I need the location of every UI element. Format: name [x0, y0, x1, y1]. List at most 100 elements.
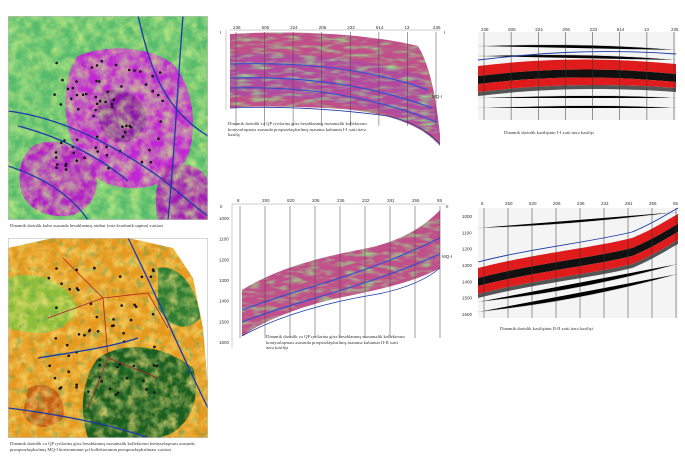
well-dot: [95, 135, 99, 139]
well-dot: [67, 370, 70, 373]
well-dot: [77, 333, 81, 336]
well-dot: [94, 108, 97, 112]
well-dot: [54, 337, 58, 340]
section-bl-well-label: 236: [337, 198, 345, 203]
well-dot: [96, 150, 99, 153]
section-tl-caption-line1: Dinamik dərinlik və QP ryrilərinə görə h…: [228, 121, 367, 126]
well-dot: [144, 83, 148, 86]
section-tr-well-label: 238: [481, 27, 489, 32]
well-dot: [55, 166, 58, 170]
section-bl-depth-tick: 1100: [219, 237, 229, 242]
section-tl-well-label: 224: [290, 26, 298, 30]
well-dot: [81, 93, 85, 97]
section-br-well-label: 620: [529, 201, 537, 206]
well-dot: [105, 145, 108, 149]
well-dot: [133, 303, 136, 307]
section-tr-well-label: 233: [590, 27, 598, 32]
forecast-map-caption-line1: Dinamik dərinlik və QP ryrilərinə görə h…: [10, 441, 195, 446]
well-dot: [55, 306, 58, 309]
well-dot: [89, 302, 93, 306]
well-dot: [90, 66, 94, 69]
well-dot: [120, 85, 123, 88]
section-bl-depth-tick: 1600: [219, 340, 230, 345]
well-dot: [140, 275, 144, 279]
well-dot: [64, 168, 68, 171]
section-tl-caption-line2: kontyurlaşması əsasında proqnozlaşdırılm…: [228, 126, 366, 132]
well-dot: [157, 137, 160, 140]
well-dot: [132, 364, 136, 368]
forecast-map: [8, 238, 208, 438]
well-dot: [158, 71, 162, 74]
well-dot: [59, 103, 63, 106]
well-dot: [118, 363, 122, 366]
porosity-section-i-i: I I 238 605 224 206 233 614 13 235 MQ-I: [220, 26, 445, 146]
section-br-depth-tick: 1100: [462, 230, 472, 235]
porosity-section-ii-ii-caption: Dinamik dərinlik və QP ryrilərinə görə h…: [266, 334, 466, 351]
section-bl-right-label: II: [446, 204, 449, 209]
section-tr-well-label: 206: [562, 27, 570, 32]
well-dot: [124, 130, 127, 134]
section-bl-caption-line2: kontyurlaşması əsasında proqnozlaşdırılm…: [266, 339, 398, 345]
well-dot: [83, 156, 86, 160]
well-dot: [145, 388, 148, 391]
well-dot: [125, 124, 128, 128]
well-dot: [157, 93, 160, 97]
well-dot: [128, 124, 131, 128]
well-dot: [155, 364, 158, 368]
section-bl-caption-line1: Dinamik dərinlik və QP ryrilərinə görə h…: [266, 334, 405, 339]
well-dot: [142, 379, 145, 382]
well-dot: [71, 86, 75, 90]
section-bl-horizon-label: MQ-I: [442, 254, 452, 259]
forecast-map-caption-line2: prosqnozlaşdırılmış MQ-I horizontunun şə…: [10, 446, 172, 452]
attribute-map: [8, 16, 208, 220]
section-bl-depth-tick: 1000: [219, 216, 230, 221]
forecast-map-caption: Dinamik dərinlik və QP ryrilərinə görə h…: [10, 441, 230, 452]
section-br-well-label: 236: [577, 201, 585, 206]
well-dot: [75, 287, 79, 290]
section-br-well-label: 55: [673, 201, 679, 206]
well-dot: [100, 59, 104, 63]
section-bl-caption-line3: üzrə kəsilişi: [266, 345, 289, 351]
section-tr-well-label: 224: [535, 27, 543, 32]
attribute-map-caption: Dinamik dərinlik kubu əsasında hesablanm…: [10, 223, 163, 228]
section-bl-well-label: 206: [312, 198, 320, 203]
well-dot: [112, 324, 115, 327]
seismic-section-ii-ii: 8 250 620 206 236 232 281 255 55 1000 1100 1200 130…: [462, 201, 679, 318]
well-dot: [72, 151, 76, 155]
section-br-depth-tick: 1500: [462, 296, 473, 301]
well-dot: [75, 159, 79, 162]
well-dot: [48, 364, 51, 367]
section-tl-well-label: 605: [262, 26, 270, 30]
section-tl-well-label: 238: [233, 26, 241, 30]
section-br-depth-tick: 1300: [462, 263, 473, 268]
well-dot: [53, 93, 56, 96]
well-dot: [159, 120, 162, 123]
section-tr-well-label: 13: [644, 27, 650, 32]
well-dot: [152, 364, 156, 367]
section-br-well-label: 232: [601, 201, 609, 206]
section-tl-well-label: 13: [404, 26, 410, 30]
section-tr-well-label: 605: [508, 27, 516, 32]
well-dot: [121, 125, 124, 128]
well-dot: [106, 90, 109, 94]
well-dot: [151, 89, 154, 93]
section-bl-depth-tick: 1400: [219, 299, 230, 304]
well-dot: [151, 75, 154, 78]
well-dot: [114, 63, 118, 67]
well-dot: [60, 282, 63, 285]
section-tl-left-label: I: [220, 30, 221, 35]
well-dot: [105, 153, 109, 157]
well-dot: [88, 329, 91, 333]
well-dot: [69, 97, 73, 101]
well-dot: [94, 95, 98, 99]
section-br-depth-tick: 1600: [462, 312, 473, 317]
well-dot: [149, 160, 153, 164]
well-dot: [75, 386, 78, 389]
well-dot: [121, 135, 125, 138]
well-dot: [133, 69, 136, 72]
well-dot: [151, 268, 155, 271]
well-dot: [114, 393, 118, 396]
well-dot: [153, 345, 156, 349]
well-dot: [75, 93, 79, 97]
well-dot: [98, 99, 102, 103]
